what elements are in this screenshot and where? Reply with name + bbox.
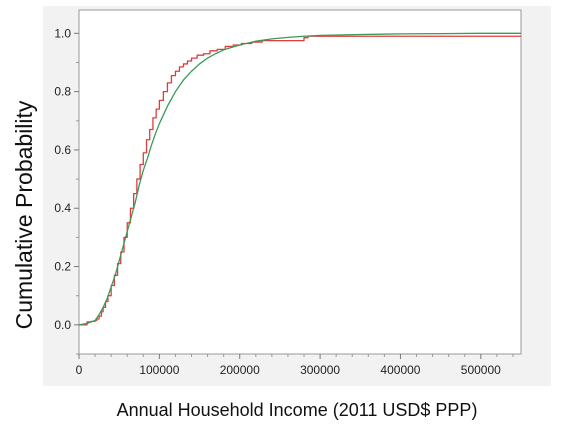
x-axis-title: Annual Household Income (2011 USD$ PPP) <box>117 400 478 420</box>
x-tick-label: 100000 <box>139 363 179 377</box>
x-tick-label: 0 <box>76 363 83 377</box>
y-tick-label: 1.0 <box>54 26 71 40</box>
y-tick-label: 0.4 <box>54 201 71 215</box>
y-axis-title: Cumulative Probability <box>11 100 37 329</box>
y-tick-label: 0.2 <box>54 260 71 274</box>
x-axis-ticks: 0 100000 200000 300000 400000 500000 <box>76 354 514 377</box>
x-tick-label: 500000 <box>461 363 501 377</box>
empirical-cdf-line <box>79 35 521 326</box>
x-tick-label: 300000 <box>300 363 340 377</box>
y-tick-label: 0.8 <box>54 85 71 99</box>
x-tick-label: 200000 <box>220 363 260 377</box>
fitted-cdf-line <box>78 32 521 326</box>
y-axis-ticks: 0.0 0.2 0.4 0.6 0.8 1.0 <box>54 26 79 355</box>
series-layer <box>78 32 521 326</box>
x-tick-label: 400000 <box>380 363 420 377</box>
plot-area <box>78 9 522 355</box>
y-tick-label: 0.6 <box>54 143 71 157</box>
y-tick-label: 0.0 <box>54 318 71 332</box>
